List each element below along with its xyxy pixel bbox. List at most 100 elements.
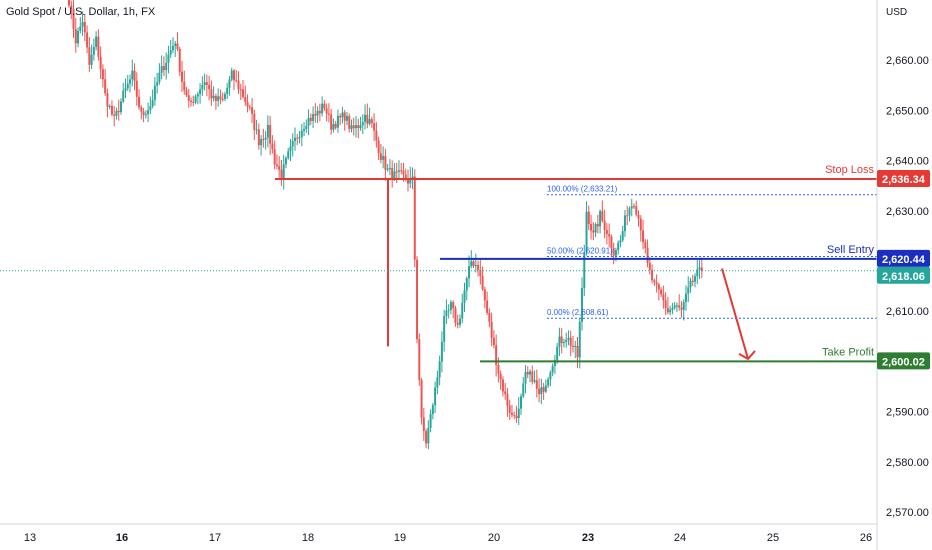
candle-body — [680, 307, 683, 310]
x-tick-label: 20 — [488, 532, 500, 544]
price-tag-text: 2,620.44 — [882, 254, 926, 266]
candle-body — [219, 96, 222, 99]
candle-body — [551, 366, 554, 373]
candle-body — [138, 96, 141, 108]
candle-body — [377, 140, 380, 154]
projection-arrow[interactable] — [721, 268, 756, 361]
candle-body — [461, 302, 464, 319]
candle-body — [626, 215, 629, 217]
candle-body — [666, 307, 669, 313]
candle-body — [373, 123, 376, 131]
candle-body — [158, 72, 161, 83]
candle-body — [619, 240, 622, 243]
candle-body — [341, 112, 344, 118]
price-tag-bg — [877, 170, 930, 188]
candle-body — [345, 116, 348, 121]
candle-body — [637, 214, 640, 219]
candle-body — [201, 84, 204, 90]
candle-body — [513, 414, 516, 416]
candle-body — [108, 105, 111, 107]
candle-body — [635, 206, 638, 215]
candle-body — [458, 318, 461, 325]
candle-body — [194, 96, 197, 103]
candle-body — [583, 252, 586, 289]
candle-body — [501, 379, 504, 392]
candle-body — [178, 49, 181, 72]
candle-body — [210, 89, 213, 99]
fib-level-label: 50.00% (2,620.91) — [547, 246, 613, 255]
candle-body — [553, 360, 556, 367]
candle-body — [228, 79, 231, 88]
candle-body — [449, 302, 452, 310]
candle-body — [520, 396, 522, 409]
candle-body — [375, 130, 378, 141]
candle-body — [549, 372, 552, 380]
candle-body — [581, 288, 584, 322]
candle-body — [562, 342, 565, 344]
candle-body — [312, 114, 315, 121]
candle-body — [282, 164, 285, 180]
candle-body — [332, 123, 335, 130]
candle-body — [232, 70, 235, 81]
candle-body — [221, 98, 224, 100]
arrow-shaft[interactable] — [721, 268, 749, 360]
candle-body — [327, 113, 330, 115]
time-axis[interactable]: 13 16 17 18 19 20 23 24 25 26 — [24, 532, 872, 544]
candle-body — [140, 107, 143, 112]
candle-body — [660, 289, 663, 295]
candle-body — [397, 170, 400, 172]
candle-body — [162, 66, 165, 71]
candle-body — [633, 206, 635, 208]
candle-body — [212, 95, 215, 99]
currency-button[interactable]: USD — [886, 7, 908, 18]
candle-body — [517, 408, 520, 419]
candle-body — [214, 95, 217, 101]
price-axis[interactable]: 2,660.00 2,650.00 2,640.00 2,630.00 2,610.00… — [886, 55, 929, 519]
candle-body — [70, 5, 73, 9]
candle-body — [223, 93, 226, 99]
candle-body — [246, 102, 249, 107]
candle-body — [90, 54, 93, 65]
trade-levels[interactable]: Stop Loss Sell Entry Take Profit — [275, 164, 877, 363]
candle-body — [644, 242, 647, 248]
price-tags: 2,636.34 2,620.44 2,600.02 2,618.06 — [877, 170, 930, 370]
candle-body — [664, 300, 667, 308]
candle-body — [242, 89, 245, 98]
candle-body — [74, 29, 77, 44]
candle-body — [698, 267, 701, 270]
candle-body — [110, 105, 113, 115]
candle-body — [438, 361, 441, 378]
candle-body — [404, 174, 407, 180]
candle-body — [463, 290, 466, 303]
symbol-title: Gold Spot / U.S. Dollar, 1h, FX — [6, 6, 156, 18]
x-tick-label: 23 — [582, 532, 594, 544]
candle-body — [278, 166, 281, 170]
take-profit-price-tag: 2,600.02 — [877, 352, 930, 370]
candle-body — [610, 236, 613, 248]
candle-body — [456, 322, 459, 325]
candle-body — [440, 341, 443, 362]
candle-body — [696, 269, 699, 277]
candle-body — [248, 106, 251, 108]
candle-body — [122, 90, 125, 102]
candle-body — [273, 149, 276, 165]
candle-body — [427, 427, 430, 444]
candle-body — [436, 377, 439, 388]
candle-body — [309, 117, 312, 121]
candle-body — [156, 82, 159, 86]
candle-body — [296, 137, 299, 139]
x-tick-label: 16 — [116, 532, 128, 544]
candle-body — [669, 309, 672, 313]
candle-body — [540, 387, 543, 395]
candle-body — [434, 387, 437, 406]
candle-body — [95, 36, 98, 48]
candle-body — [135, 80, 138, 97]
candle-body — [181, 71, 183, 82]
candle-body — [623, 215, 626, 232]
y-tick-label: 2,580.00 — [886, 457, 929, 469]
candle-body — [160, 66, 163, 73]
candle-body — [244, 97, 247, 103]
fibonacci-retracement[interactable]: 100.00% (2,633.21) 50.00% (2,620.91) 0.00%… — [547, 185, 877, 319]
candle-body — [336, 115, 339, 128]
